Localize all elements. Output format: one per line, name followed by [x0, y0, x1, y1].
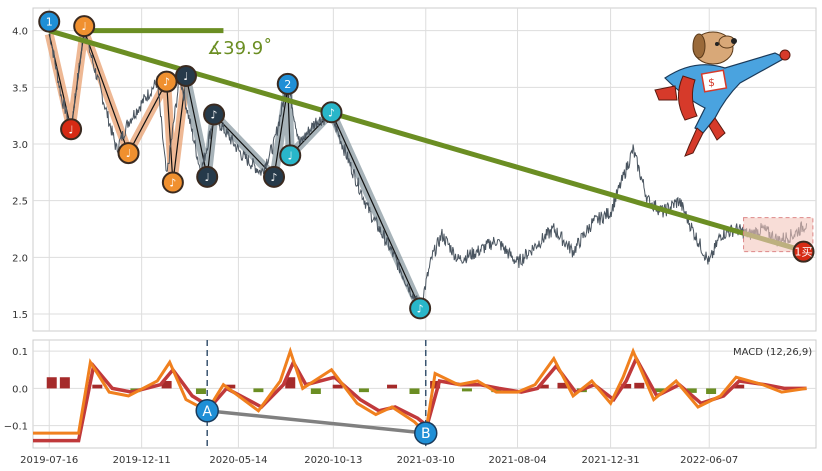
- wave-marker-label: ♩: [126, 147, 131, 160]
- macd-histogram-bar: [332, 384, 343, 389]
- macd-panel: 0.10.0−0.1 AB MACD (12,26,9): [4, 339, 817, 449]
- wave-marker: [409, 297, 432, 320]
- x-tick-label: 2021-03-10: [397, 455, 455, 466]
- macd-label: MACD (12,26,9): [733, 347, 812, 358]
- price-y-tick-label: 4.0: [12, 27, 28, 38]
- wave-marker: [279, 144, 302, 167]
- macd-histogram-bar: [358, 388, 369, 393]
- macd-histogram-bar: [161, 380, 172, 389]
- x-tick-label: 2019-12-11: [113, 455, 171, 466]
- dea-line: [33, 354, 807, 443]
- wave-marker: [117, 142, 140, 165]
- macd-histogram-bar: [734, 384, 745, 389]
- macd-histogram-bar: [706, 388, 717, 394]
- macd-histogram-bar: [654, 388, 665, 393]
- x-tick-label: 2020-10-13: [304, 455, 362, 466]
- macd-y-tick-label: 0.1: [12, 347, 28, 358]
- macd-histogram-bar: [621, 383, 632, 389]
- macd-histogram-bar: [461, 388, 472, 392]
- wave-marker: [73, 15, 96, 38]
- price-y-tick-label: 3.5: [12, 83, 28, 94]
- wave-marker: [203, 103, 226, 126]
- angle-label: ∡39.9˚: [207, 38, 272, 59]
- macd-histogram-bar: [387, 384, 398, 389]
- macd-histogram-bar: [225, 384, 236, 389]
- wave-marker-label: 1: [46, 16, 53, 29]
- x-tick-label: 2022-06-07: [680, 455, 738, 466]
- macd-histogram-bar: [409, 388, 420, 394]
- divergence-marker-label: A: [202, 404, 212, 420]
- wave-marker-label: ♪: [417, 302, 424, 315]
- wave-marker: [196, 165, 219, 188]
- wave-marker: [60, 118, 83, 141]
- dif-line: [33, 346, 807, 437]
- wave-marker-label: 2: [284, 78, 291, 91]
- wave-marker-label: ♪: [163, 76, 170, 89]
- macd-histogram-bar: [46, 377, 57, 389]
- macd-histogram-bar: [430, 380, 441, 389]
- macd-histogram-bar: [491, 388, 502, 393]
- divergence-markers: AB: [195, 399, 438, 445]
- price-y-tick-label: 2.0: [12, 253, 28, 264]
- x-tick-label: 2021-08-04: [488, 455, 546, 466]
- price-panel: 1.5 2.0 2.5 3.0 3.5 4.0 ∡39.9˚ 1 ♩ ♩ ♩ ♪ ♪ ♩ ♩ ♪ ♪ 2 ♩ ♪ ♪…: [12, 7, 817, 332]
- price-line: [48, 30, 808, 312]
- trendline-group: [48, 28, 808, 255]
- wave-marker-label: 1买: [795, 246, 813, 259]
- divergence-line: [207, 409, 426, 435]
- divergence-marker-label: B: [421, 426, 431, 442]
- wave-markers: 1 ♩ ♩ ♩ ♪ ♪ ♩ ♩ ♪ ♪ 2 ♩ ♪ ♪ 1买: [38, 10, 815, 320]
- wave-marker-label: ♩: [183, 70, 188, 83]
- wave-marker-label: ♩: [288, 149, 293, 162]
- macd-histogram-bar: [59, 377, 70, 389]
- x-tick-labels: 2019-07-16 2019-12-11 2020-05-14 2020-10-13…: [20, 455, 738, 466]
- x-tick-label: 2020-05-14: [209, 455, 267, 466]
- macd-histogram-bar: [285, 377, 296, 389]
- x-tick-label: 2019-07-16: [20, 455, 78, 466]
- superhero-dog-mascot-icon: $: [654, 31, 791, 157]
- trendline: [48, 28, 808, 255]
- wave-marker: [263, 165, 286, 188]
- macd-y-tick-labels: 0.1 0.0 −0.1: [4, 347, 28, 432]
- price-y-tick-label: 3.0: [12, 140, 28, 151]
- x-tick-label: 2021-12-31: [582, 455, 640, 466]
- macd-histogram-bar: [634, 382, 645, 389]
- macd-histogram-bar: [686, 388, 697, 393]
- price-y-tick-label: 2.5: [12, 197, 28, 208]
- macd-histogram-bar: [253, 388, 264, 393]
- wave-marker: [792, 240, 815, 263]
- wave-marker-label: ♪: [328, 106, 335, 119]
- wave-marker-label: ♪: [271, 171, 278, 184]
- price-y-tick-label: 1.5: [12, 310, 28, 321]
- wave-marker-label: ♩: [68, 123, 73, 136]
- macd-y-tick-label: 0.0: [12, 384, 28, 395]
- wave-marker-label: ♩: [205, 171, 210, 184]
- price-y-tick-labels: 1.5 2.0 2.5 3.0 3.5 4.0: [12, 27, 28, 321]
- macd-histogram-bar: [195, 388, 206, 394]
- wave-marker: [174, 65, 197, 87]
- wave-marker-label: ♪: [169, 177, 176, 190]
- wave-marker-label: ♩: [82, 20, 87, 33]
- divergence-marker: [195, 399, 219, 423]
- macd-histogram-bar: [310, 388, 321, 394]
- svg-text:$: $: [708, 76, 715, 89]
- wave-marker-label: ♪: [211, 109, 218, 122]
- macd-histogram-bar: [538, 384, 549, 389]
- macd-histogram-bar: [557, 382, 568, 389]
- wave-marker: [161, 171, 184, 194]
- wave-marker: [320, 101, 343, 124]
- macd-histogram-bar: [92, 384, 103, 389]
- macd-y-tick-label: −0.1: [4, 422, 28, 433]
- wave-marker: [38, 10, 61, 33]
- divergence-marker: [413, 421, 438, 445]
- wave-marker: [276, 72, 299, 95]
